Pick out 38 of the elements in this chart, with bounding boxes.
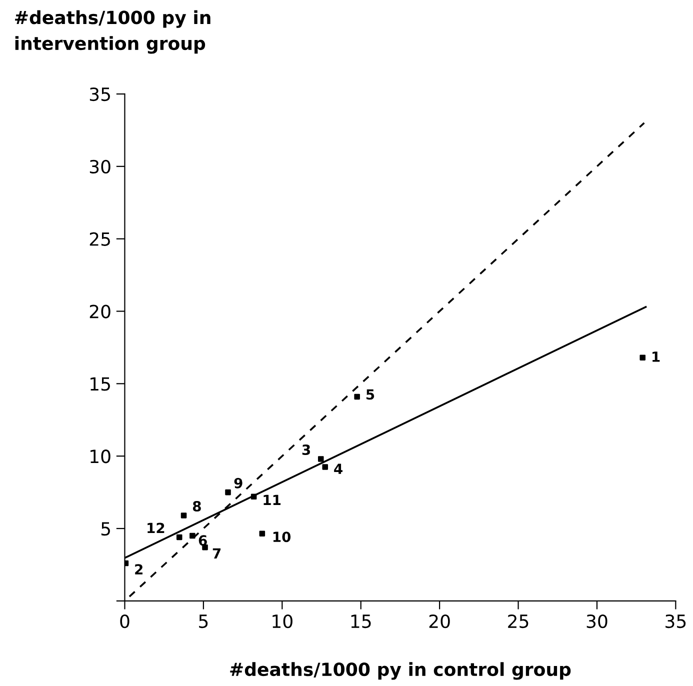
x-tick-label: 30 <box>586 614 608 628</box>
annotation: 1 <box>652 352 660 362</box>
point <box>640 354 646 360</box>
y-tick-label: 20 <box>90 304 110 318</box>
point <box>354 394 360 400</box>
y-tick-label: 15 <box>90 377 110 391</box>
y-tick-label: 10 <box>90 450 110 464</box>
annotation: 11 <box>264 494 281 505</box>
point <box>259 530 266 536</box>
x-tick-label: 20 <box>429 614 450 628</box>
point <box>176 534 182 540</box>
x-tick-label: 25 <box>508 614 528 628</box>
point <box>225 489 231 496</box>
point <box>322 464 328 470</box>
point <box>318 456 324 462</box>
y-axis-title: #deaths/1000 py in intervention group <box>15 10 210 54</box>
point <box>250 494 257 500</box>
y-tick-label: 25 <box>90 232 110 246</box>
annotation: 9 <box>234 478 242 488</box>
annotation: 10 <box>273 532 291 542</box>
annotation: 8 <box>192 501 201 512</box>
x-tick-label: 5 <box>199 614 208 628</box>
point <box>180 512 187 518</box>
annotation: 12 <box>148 522 164 534</box>
y-tick-label: 30 <box>90 160 110 174</box>
annotation: 2 <box>135 564 142 574</box>
annotation: 7 <box>212 548 221 558</box>
x-tick-label: 10 <box>272 614 292 628</box>
annotation: 5 <box>366 389 374 400</box>
annotation: 4 <box>334 464 342 474</box>
x-tick-label: 15 <box>351 614 371 628</box>
x-tick-label: 35 <box>666 614 686 628</box>
point <box>190 532 196 539</box>
x-tick-label: 0 <box>120 614 130 628</box>
annotation: 3 <box>302 444 310 456</box>
x-axis-title: #deaths/1000 py in control group <box>230 662 571 680</box>
y-tick-label: 5 <box>101 522 110 536</box>
y-tick-label: 35 <box>90 87 110 102</box>
